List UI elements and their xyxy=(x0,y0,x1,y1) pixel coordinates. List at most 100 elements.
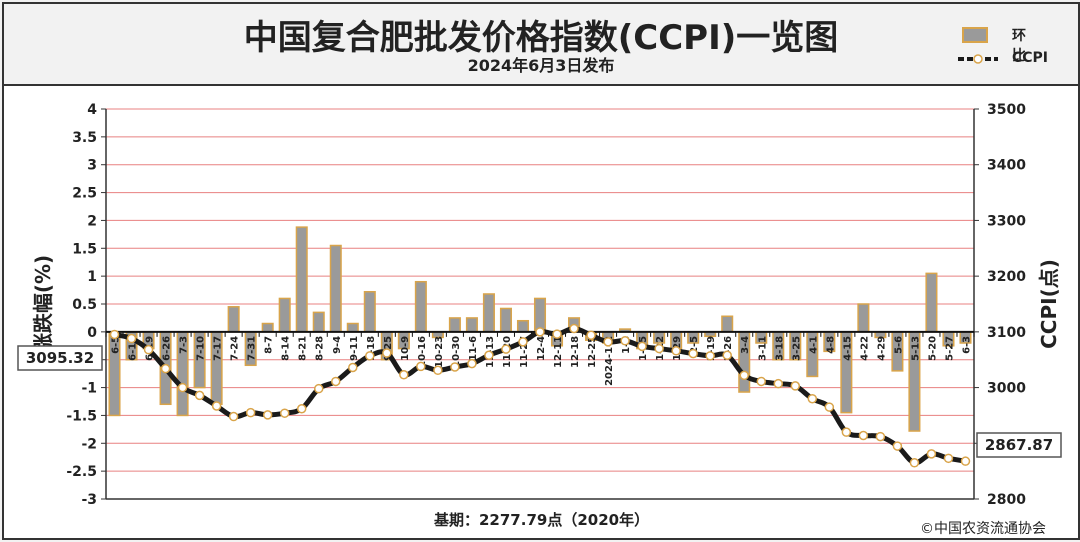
y-right-tick-label: 3400 xyxy=(987,158,1026,174)
ccpi-point xyxy=(228,411,239,422)
x-tick-label: 2-5 xyxy=(689,336,700,354)
y-left-tick-label: 1.5 xyxy=(72,241,97,257)
y-left-tick-label: 1 xyxy=(87,269,97,285)
bar xyxy=(482,293,495,333)
legend-bar-swatch xyxy=(962,27,988,43)
x-tick-label: 9-18 xyxy=(366,336,377,361)
x-tick-label: 6-3 xyxy=(961,336,972,354)
ccpi-point xyxy=(875,431,886,442)
x-tick-label: 11-6 xyxy=(468,336,479,361)
bar xyxy=(465,317,478,333)
ccpi-point xyxy=(467,358,477,369)
x-tick-label: 4-15 xyxy=(842,336,853,361)
y-left-tick-label: -2.5 xyxy=(66,464,97,480)
x-tick-label: 10-9 xyxy=(400,336,411,361)
ccpi-point xyxy=(109,329,120,340)
x-tick-label: 6-5 xyxy=(111,336,122,354)
y-right-tick-label: 2800 xyxy=(987,492,1026,508)
ccpi-point xyxy=(262,410,273,420)
copyright-note: ©中国农资流通协会 xyxy=(920,521,1046,537)
x-tick-label: 10-16 xyxy=(417,336,428,368)
ccpi-point xyxy=(552,329,562,339)
ccpi-point xyxy=(433,365,443,376)
ccpi-point xyxy=(858,430,869,441)
ccpi-point xyxy=(296,403,307,414)
x-tick-label: 10-23 xyxy=(434,336,445,368)
y-right-axis-title: CCPI(点) xyxy=(1037,259,1061,349)
ccpi-point xyxy=(773,378,784,389)
x-tick-label: 12-25 xyxy=(587,336,598,368)
y-left-tick-label: -2 xyxy=(81,436,97,452)
x-tick-label: 7-17 xyxy=(213,336,224,361)
x-tick-label: 5-20 xyxy=(927,336,938,361)
x-tick-label: 7-31 xyxy=(247,336,258,361)
x-tick-label: 2-26 xyxy=(723,336,734,361)
plot-area: 43.532.521.510.50-0.5-1-1.5-2-2.5-335003… xyxy=(4,86,1078,538)
ccpi-point xyxy=(688,348,698,359)
ccpi-point xyxy=(739,370,749,381)
x-tick-label: 12-18 xyxy=(570,336,581,368)
bar xyxy=(227,306,240,333)
x-tick-label: 12-4 xyxy=(536,336,547,361)
ccpi-point xyxy=(382,348,392,358)
x-tick-label: 6-12 xyxy=(128,336,139,361)
y-left-tick-label: 0 xyxy=(87,325,97,341)
y-left-tick-label: 4 xyxy=(87,102,97,118)
bar xyxy=(363,290,376,333)
bar xyxy=(295,226,308,333)
end-value-label-box xyxy=(976,432,1062,458)
ccpi-point xyxy=(348,362,358,373)
bar xyxy=(721,315,734,333)
y-right-tick-label: 3200 xyxy=(987,269,1026,285)
ccpi-point xyxy=(416,361,426,372)
x-tick-label: 3-11 xyxy=(757,336,768,361)
ccpi-point xyxy=(569,323,579,334)
ccpi-point xyxy=(841,427,852,437)
x-tick-label: 7-24 xyxy=(230,336,241,361)
bar xyxy=(346,322,359,333)
x-tick-label: 5-27 xyxy=(944,336,955,361)
x-tick-label: 7-3 xyxy=(179,336,190,354)
x-tick-label: 4-29 xyxy=(876,336,887,361)
y-left-tick-label: 2.5 xyxy=(72,186,97,202)
bar xyxy=(278,297,291,333)
legend-line-swatch xyxy=(958,54,998,64)
ccpi-point xyxy=(313,383,324,394)
y-left-tick-label: 3.5 xyxy=(72,130,97,146)
x-tick-label: 9-11 xyxy=(349,336,360,361)
ccpi-point xyxy=(909,458,920,468)
y-left-tick-label: -3 xyxy=(81,492,97,508)
ccpi-point xyxy=(824,402,835,412)
base-period-note: 基期：2277.79点（2020年） xyxy=(434,511,650,529)
ccpi-point xyxy=(365,351,375,361)
ccpi-point xyxy=(654,343,664,354)
ccpi-point xyxy=(518,337,528,347)
bar xyxy=(857,303,870,333)
ccpi-point xyxy=(450,362,460,372)
y-left-tick-label: -1.5 xyxy=(66,408,97,424)
chart-title: 中国复合肥批发价格指数(CCPI)一览图 xyxy=(243,18,839,58)
x-tick-label: 8-21 xyxy=(298,336,309,361)
bar xyxy=(261,322,274,333)
end-value-label: 2867.87 xyxy=(985,436,1053,454)
y-left-tick-label: 2 xyxy=(87,213,97,229)
ccpi-point xyxy=(807,393,818,404)
bar xyxy=(329,244,342,333)
y-left-tick-label: 0.5 xyxy=(72,297,97,313)
ccpi-point xyxy=(399,370,409,380)
bar xyxy=(448,317,461,333)
bar xyxy=(414,280,427,333)
bar xyxy=(925,272,938,333)
ccpi-point xyxy=(637,341,647,352)
ccpi-point xyxy=(245,407,256,418)
ccpi-point xyxy=(586,330,596,340)
x-tick-label: 2024-1-2 xyxy=(604,336,615,386)
start-value-label-box xyxy=(17,345,103,371)
ccpi-point xyxy=(671,346,681,356)
chart-svg: 43.532.521.510.50-0.5-1-1.5-2-2.5-335003… xyxy=(17,102,1062,508)
ccpi-point xyxy=(620,336,630,346)
ccpi-point xyxy=(790,381,801,391)
ccpi-point xyxy=(177,382,188,393)
x-tick-label: 5-13 xyxy=(910,336,921,361)
